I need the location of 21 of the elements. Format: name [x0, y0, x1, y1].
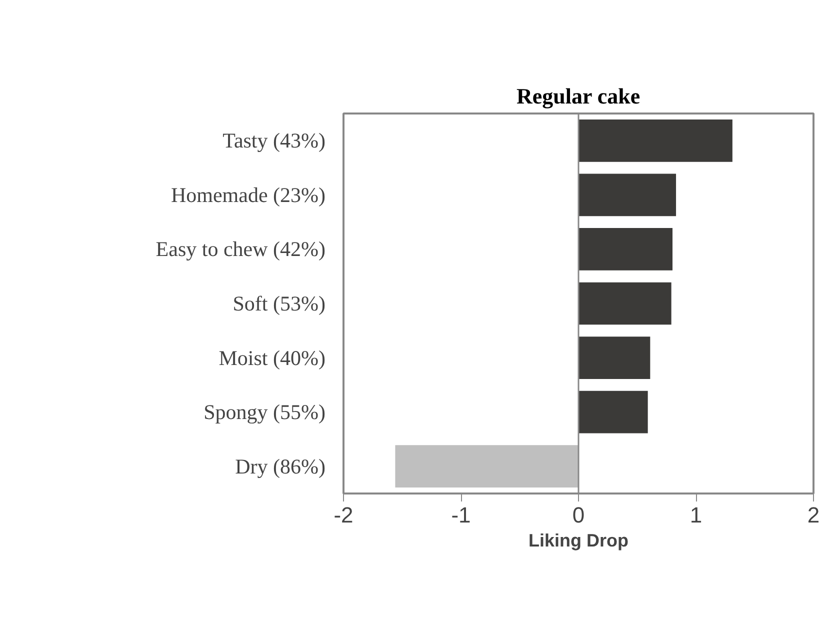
x-tick-label: 2 — [807, 502, 820, 528]
bar — [578, 336, 650, 379]
y-tick-label: Homemade (23%) — [170, 182, 326, 207]
x-tick-label: 1 — [690, 502, 702, 528]
y-tick-label: Easy to chew (42%) — [156, 237, 326, 262]
y-tick-label: Dry (86%) — [235, 454, 326, 478]
bar — [395, 445, 578, 488]
bar — [578, 228, 672, 270]
bar — [578, 119, 732, 162]
x-tick-label: 0 — [572, 502, 585, 528]
y-tick-label: Soft (53%) — [232, 292, 326, 316]
chart-title: Regular cake — [516, 84, 640, 108]
bar — [578, 282, 672, 325]
y-tick-label: Spongy (55%) — [204, 400, 326, 424]
bar — [578, 174, 676, 216]
x-tick-label: -1 — [451, 502, 471, 528]
bar — [578, 390, 648, 434]
y-tick-label: Tasty (43%) — [222, 128, 326, 153]
x-axis-title: Liking Drop — [528, 530, 629, 550]
x-tick-label: -2 — [334, 502, 354, 528]
y-tick-label: Moist (40%) — [218, 346, 326, 370]
